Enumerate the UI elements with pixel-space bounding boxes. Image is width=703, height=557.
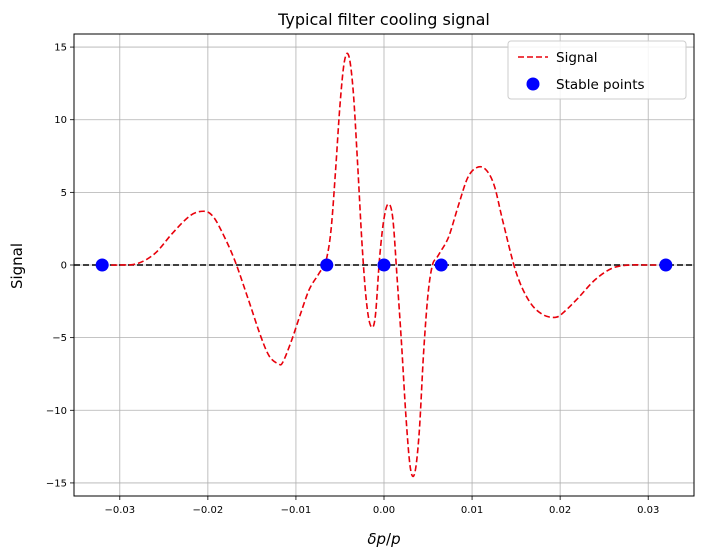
x-tick-label: −0.03	[104, 505, 135, 516]
stable-point	[320, 258, 334, 272]
stable-point	[659, 258, 673, 272]
legend: Signal Stable points	[507, 40, 687, 100]
y-tick-label: 10	[54, 115, 67, 126]
stable-points-layer	[95, 258, 673, 272]
y-tick-label: −15	[46, 478, 67, 489]
x-axis-label-part2: p	[390, 530, 401, 548]
y-tick-label: 0	[61, 261, 67, 272]
x-tick-label: 0.00	[373, 505, 395, 516]
x-tick-label: −0.01	[281, 505, 312, 516]
x-tick-label: 0.01	[461, 505, 483, 516]
x-axis-label-part: δp	[367, 530, 386, 548]
y-tick-label: −5	[52, 333, 67, 344]
stable-point	[377, 258, 391, 272]
x-axis-label-sep: /	[386, 530, 392, 548]
x-tick-label: −0.02	[193, 505, 224, 516]
stable-point	[95, 258, 109, 272]
y-tick-label: 15	[54, 43, 67, 54]
legend-box	[507, 40, 687, 100]
y-ticks: −15 −10 −5 0 5 10 15	[46, 43, 74, 489]
legend-stable-points-swatch	[526, 77, 540, 91]
chart-title: Typical filter cooling signal	[277, 10, 490, 29]
x-tick-label: 0.02	[549, 505, 571, 516]
x-ticks: −0.03 −0.02 −0.01 0.00 0.01 0.02 0.03	[104, 496, 659, 516]
legend-stable-points-label: Stable points	[556, 77, 645, 93]
x-axis-label: δp/p	[367, 530, 400, 548]
signal-line-layer	[102, 52, 666, 478]
x-tick-label: 0.03	[637, 505, 659, 516]
y-tick-label: −10	[46, 406, 67, 417]
stable-point	[434, 258, 448, 272]
signal-line	[102, 52, 666, 478]
y-tick-label: 5	[61, 188, 67, 199]
legend-signal-label: Signal	[556, 50, 597, 66]
y-axis-label: Signal	[8, 243, 26, 289]
